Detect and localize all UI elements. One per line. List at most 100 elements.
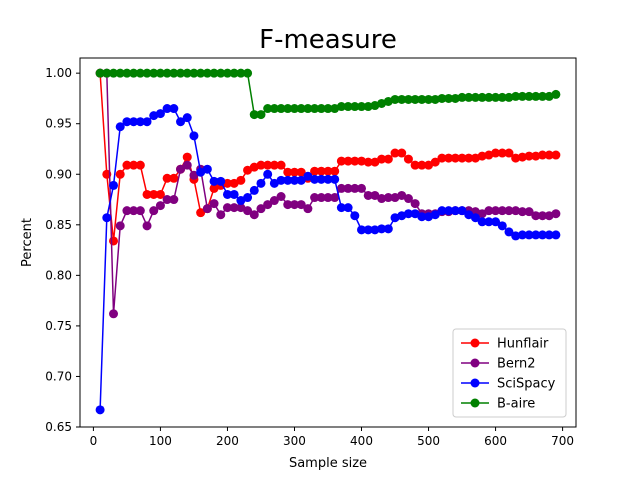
data-point <box>383 154 393 164</box>
data-point <box>310 166 320 176</box>
data-point <box>390 94 400 104</box>
x-tick-label: 600 <box>484 434 507 448</box>
chart-title: F-measure <box>259 25 397 55</box>
legend: Hunflair Bern2 SciSpacy B-aire <box>452 328 567 418</box>
data-point <box>283 175 293 185</box>
data-point <box>202 164 212 174</box>
data-point <box>269 160 279 170</box>
data-point <box>189 170 199 180</box>
data-point <box>310 193 320 203</box>
data-point <box>310 104 320 114</box>
data-point <box>122 68 132 78</box>
data-point <box>357 183 367 193</box>
data-point <box>149 68 159 78</box>
axis-ticks: 0 100 200 300 400 500 600 700 0.65 0.70 0.75 0.80 0.… <box>45 66 574 448</box>
data-point <box>437 93 447 103</box>
data-point <box>289 200 299 210</box>
data-point <box>276 192 286 202</box>
data-point <box>189 131 199 141</box>
data-point <box>370 225 380 235</box>
data-point <box>162 104 172 114</box>
data-point <box>115 169 125 179</box>
data-point <box>511 231 521 241</box>
data-point <box>444 93 454 103</box>
data-point <box>243 165 253 175</box>
data-point <box>229 203 239 213</box>
data-point <box>263 200 273 210</box>
axes-frame <box>79 57 577 428</box>
data-point <box>196 208 206 218</box>
data-point <box>149 206 159 216</box>
data-point <box>417 160 427 170</box>
data-point <box>182 113 192 123</box>
data-point <box>135 206 145 216</box>
data-point <box>129 68 139 78</box>
data-point <box>162 173 172 183</box>
data-point <box>256 160 266 170</box>
data-point <box>129 206 139 216</box>
series-scispacy <box>95 104 561 415</box>
data-point <box>350 156 360 166</box>
data-point <box>417 94 427 104</box>
y-tick-label: 0.85 <box>45 218 72 232</box>
data-point <box>524 230 534 240</box>
data-point <box>477 217 487 227</box>
data-point <box>383 193 393 203</box>
data-point <box>296 175 306 185</box>
data-point <box>155 201 165 211</box>
y-tick-label: 0.65 <box>45 420 72 434</box>
data-point <box>377 154 387 164</box>
data-point <box>537 211 547 221</box>
data-point <box>330 166 340 176</box>
data-point <box>135 160 145 170</box>
data-point <box>370 190 380 200</box>
data-point <box>330 174 340 184</box>
data-point <box>162 68 172 78</box>
data-point <box>437 153 447 163</box>
data-point <box>303 204 313 214</box>
data-point <box>430 94 440 104</box>
data-point <box>102 213 112 223</box>
data-point <box>169 195 179 205</box>
legend-marker <box>470 358 480 368</box>
data-point <box>316 104 326 114</box>
data-point <box>176 117 186 127</box>
data-point <box>524 91 534 101</box>
data-point <box>276 104 286 114</box>
data-point <box>135 68 145 78</box>
data-point <box>109 236 119 246</box>
data-point <box>336 203 346 213</box>
data-point <box>142 221 152 231</box>
data-point <box>323 166 333 176</box>
data-point <box>169 173 179 183</box>
data-point <box>316 166 326 176</box>
data-point <box>289 104 299 114</box>
data-point <box>343 183 353 193</box>
data-point <box>182 68 192 78</box>
data-point <box>243 68 253 78</box>
legend-label: Hunflair <box>497 337 549 352</box>
data-point <box>363 190 373 200</box>
data-point <box>109 309 119 319</box>
data-point <box>531 230 541 240</box>
x-tick-label: 500 <box>417 434 440 448</box>
data-point <box>403 194 413 204</box>
data-point <box>403 154 413 164</box>
data-point <box>263 169 273 179</box>
data-point <box>537 91 547 101</box>
data-point <box>343 156 353 166</box>
data-point <box>149 189 159 199</box>
data-point <box>142 189 152 199</box>
data-point <box>537 150 547 160</box>
data-point <box>357 102 367 112</box>
data-point <box>430 210 440 220</box>
data-point <box>484 217 494 227</box>
data-point <box>169 68 179 78</box>
data-point <box>336 102 346 112</box>
data-point <box>424 94 434 104</box>
data-point <box>249 110 259 120</box>
data-point <box>122 206 132 216</box>
data-point <box>202 68 212 78</box>
data-point <box>155 189 165 199</box>
data-point <box>424 160 434 170</box>
